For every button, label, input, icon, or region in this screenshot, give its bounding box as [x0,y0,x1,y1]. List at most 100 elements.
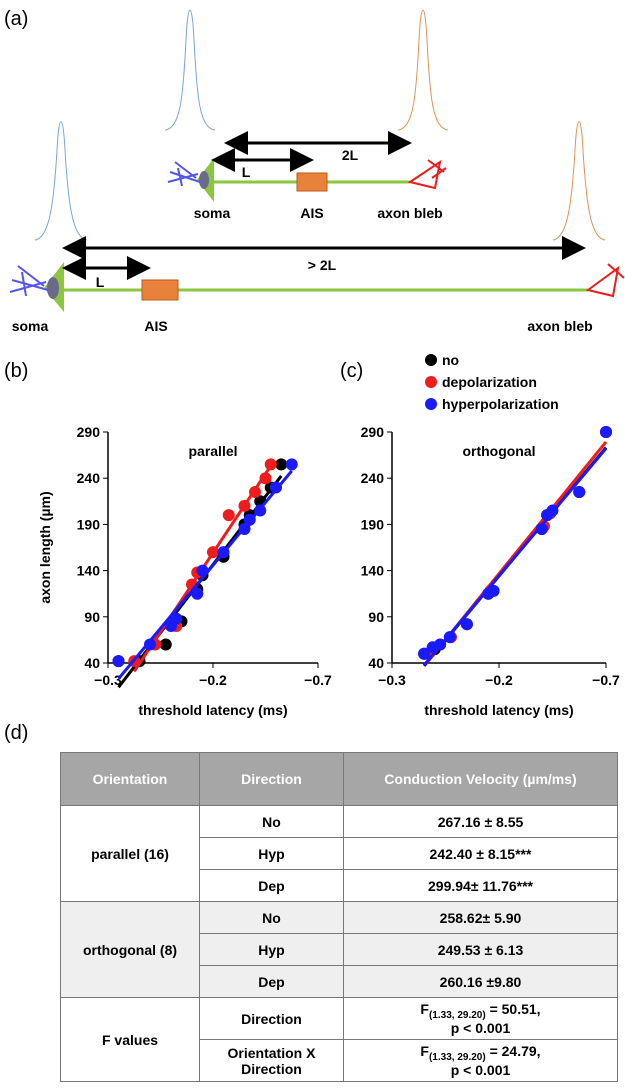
point [191,587,204,600]
point [112,655,125,668]
legend-marker [425,354,437,366]
cell: Dep [199,869,344,902]
electrode [407,159,447,190]
chart-title: parallel [188,443,237,459]
spike [164,9,216,131]
cell: 260.16 ±9.80 [343,965,618,998]
label: soma [194,205,231,221]
label: L [96,274,105,290]
header-cell: Direction [199,752,344,806]
x-tick-label: −0.3 [94,672,122,688]
row: parallel (16) No 267.16 ± 8.55 [60,805,618,902]
cell: 242.40 ± 8.15*** [343,837,618,870]
y-tick-label: 190 [361,516,385,532]
y-tick-label: 40 [84,655,100,671]
y-tick-label: 140 [361,563,385,579]
results-table: Orientation Direction Conduction Velocity … [60,752,618,1082]
y-axis-label: axon length (µm) [37,491,53,603]
y-tick-label: 240 [361,470,385,486]
panel-label: (c) [340,360,364,382]
point [573,486,586,499]
point [259,472,272,485]
x-tick-label: −0.2 [199,672,227,688]
x-axis-label: threshold latency (ms) [138,702,287,718]
row: Dep 260.16 ±9.80 [61,965,618,998]
charts: 40 90 140 190 240 290 −0.3 −0.2 −0.7 parallel thre… [37,352,620,718]
cell: F(1.33, 29.20) = 50.51, p < 0.001 [343,997,618,1040]
label: axon bleb [527,318,592,334]
nucleus [47,277,59,299]
y-tick-label: 240 [77,470,101,486]
subscript: (1.33, 29.20) [428,1009,486,1021]
header-cell: Orientation [60,752,200,806]
cell: Dep [199,965,344,998]
trend-line [422,447,608,667]
x-tick-label: −0.2 [485,672,513,688]
p-value: p < 0.001 [450,1062,511,1079]
stat: F [420,1000,429,1017]
label: soma [12,318,49,334]
legend-marker [425,398,437,410]
trend-line [117,469,293,680]
stat: F [420,1042,429,1059]
x-tick-label: −0.7 [304,672,332,688]
spike [552,121,606,241]
cell: Hyp [199,933,344,966]
value: = 50.51, [485,1000,541,1017]
point [275,458,288,471]
header-row: Orientation Direction Conduction Velocity … [60,752,618,806]
y-tick-label: 190 [77,516,101,532]
subscript: (1.33, 29.20) [428,1051,486,1063]
point [285,458,298,471]
p-value: p < 0.001 [450,1020,511,1037]
x-tick-label: −0.3 [378,672,406,688]
electrode [167,161,201,187]
point [159,638,172,651]
cell: 258.62± 5.90 [343,901,618,934]
y-tick-label: 90 [84,609,100,625]
spike [397,9,449,131]
y-tick-label: 290 [361,424,385,440]
cell: No [199,805,344,838]
point [535,523,548,536]
row: orthogonal (8) No 258.62± 5.90 [60,901,618,998]
ais [296,172,328,192]
cell: parallel (16) [60,805,200,902]
cell: 249.53 ± 6.13 [343,933,618,966]
point [460,618,473,631]
y-tick-label: 140 [77,563,101,579]
x-axis-label: threshold latency (ms) [424,702,573,718]
label: 2L [342,147,359,163]
y-tick-label: 90 [368,609,384,625]
nucleus [199,171,209,189]
point [170,612,183,625]
label: AIS [300,205,323,221]
y-tick-label: 40 [368,655,384,671]
chart-title: orthogonal [462,443,535,459]
row: Hyp 249.53 ± 6.13 [61,933,618,966]
cell: F(1.33, 29.20) = 24.79, p < 0.001 [343,1039,618,1082]
row: Orientation X Direction F(1.33, 29.20) = … [61,1039,618,1082]
panel-label: (d) [4,722,29,744]
diagram: L 2L soma AIS axon bleb L > 2L soma AIS … [9,9,625,334]
row: F values Direction F(1.33, 29.20) = 50.51,… [60,997,618,1082]
cell: Orientation X Direction [199,1039,344,1082]
cell: 267.16 ± 8.55 [343,805,618,838]
legend-marker [425,376,437,388]
legend-label: no [442,352,459,368]
spike [34,121,88,241]
cell: Direction [199,997,344,1040]
electrode [9,265,49,297]
panel-label: (b) [4,360,29,382]
label: AIS [144,318,167,334]
cell: F values [60,997,200,1082]
legend-label: depolarization [442,374,537,390]
legend-label: hyperpolarization [442,396,559,412]
panel-label: (a) [4,8,29,30]
label: > 2L [308,257,337,273]
cell: No [199,901,344,934]
point [144,638,156,651]
ais [141,279,179,301]
label: L [242,164,251,180]
point [418,647,431,660]
